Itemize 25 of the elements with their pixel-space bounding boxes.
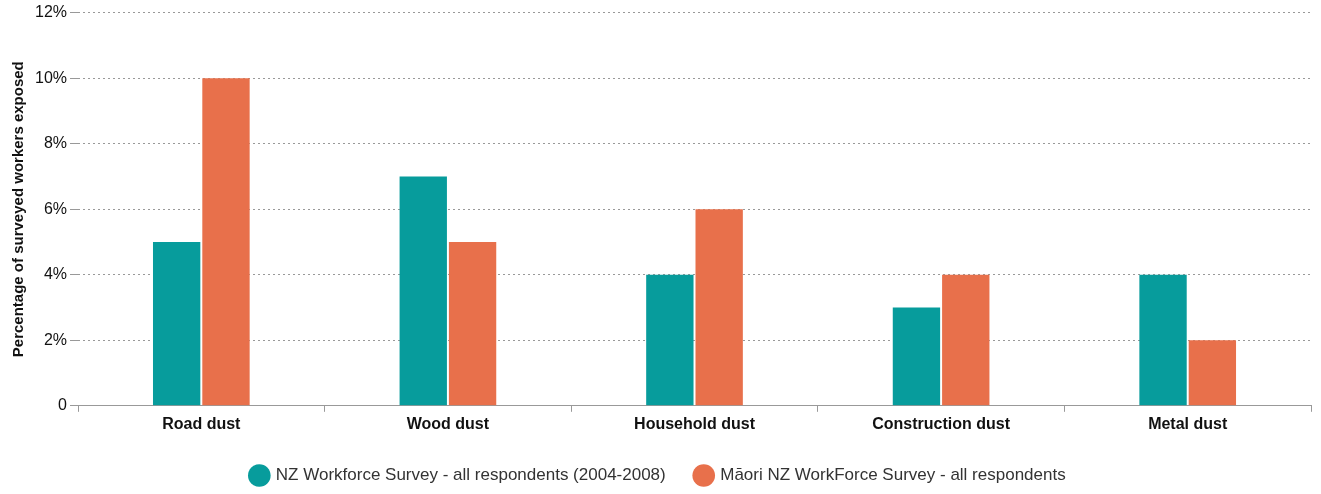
bar (695, 209, 743, 406)
legend-label: NZ Workforce Survey - all respondents (2004-2008) (275, 465, 666, 485)
y-tick-label: 0 (58, 396, 68, 414)
bar (1139, 274, 1187, 406)
y-axis-title: Percentage of surveyed workers exposed (9, 61, 27, 358)
y-tick-label: 12% (34, 3, 68, 21)
bar (448, 241, 497, 406)
bar (892, 307, 941, 406)
x-tick-label: Construction dust (872, 414, 1011, 432)
y-tick-label: 2% (43, 330, 68, 348)
x-tick-label: Metal dust (1148, 414, 1228, 432)
bar (646, 274, 694, 406)
y-tick-label: 6% (43, 199, 68, 217)
bar (152, 241, 201, 406)
y-tick-label: 10% (34, 68, 68, 86)
y-tick-label: 4% (43, 265, 68, 283)
bar (399, 176, 447, 406)
x-tick-label: Wood dust (406, 414, 490, 432)
bar (942, 274, 990, 406)
x-tick-label: Road dust (162, 414, 242, 432)
x-tick-label: Household dust (634, 414, 756, 432)
bar (1188, 340, 1237, 406)
y-tick-label: 8% (43, 134, 68, 152)
legend-label: Māori NZ WorkForce Survey - all respondents (720, 465, 1066, 485)
bar (202, 78, 250, 406)
